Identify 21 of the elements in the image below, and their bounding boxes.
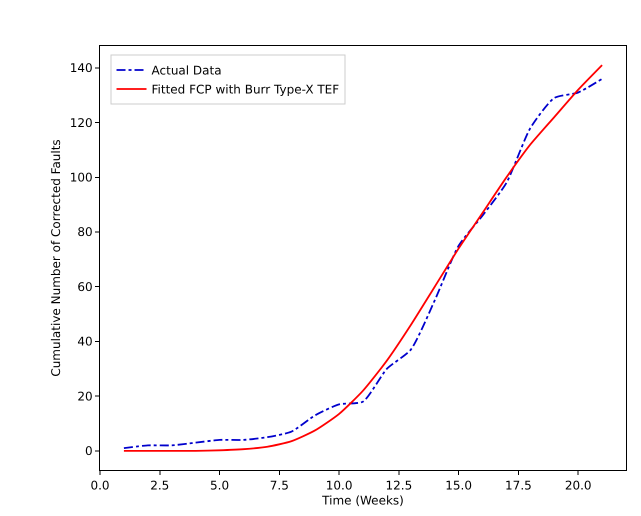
y-tick-label: 60 xyxy=(77,280,93,294)
y-tick-label: 100 xyxy=(70,170,93,184)
x-axis-title: Time (Weeks) xyxy=(321,493,404,508)
y-tick-label: 120 xyxy=(70,116,93,130)
x-tick-label: 7.5 xyxy=(270,478,289,492)
x-tick-label: 0.0 xyxy=(90,478,110,492)
x-tick-label: 17.5 xyxy=(505,478,532,492)
x-tick-label: 5.0 xyxy=(210,478,230,492)
y-tick-label: 20 xyxy=(77,389,93,404)
x-tick-label: 10.0 xyxy=(326,478,352,492)
x-tick-label: 20.0 xyxy=(564,478,592,492)
x-tick-label: 15.0 xyxy=(445,478,472,492)
legend-label: Actual Data xyxy=(152,64,222,78)
legend-label: Fitted FCP with Burr Type-X TEF xyxy=(152,82,340,97)
y-tick-label: 140 xyxy=(70,61,93,76)
x-tick-label: 2.5 xyxy=(150,478,170,492)
y-tick-label: 0 xyxy=(84,444,93,458)
x-tick-label: 12.5 xyxy=(386,478,412,492)
y-tick-label: 40 xyxy=(77,334,93,349)
y-axis-title: Cumulative Number of Corrected Faults xyxy=(48,139,63,377)
y-tick-label: 80 xyxy=(77,225,93,240)
